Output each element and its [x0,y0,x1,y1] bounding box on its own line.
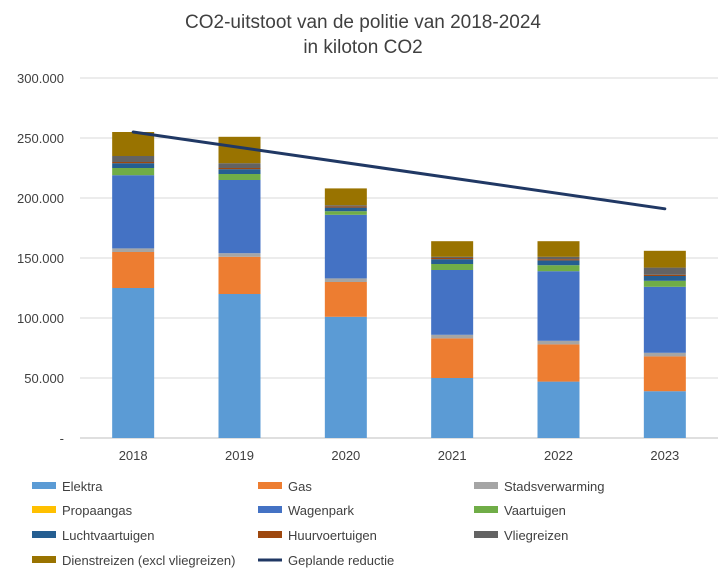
bar-segment [324,214,367,279]
bar-segment [643,391,686,438]
bar-segment [643,250,686,268]
bar-segment [537,259,580,261]
bar-segment [537,241,580,257]
bar-segment [112,156,155,162]
bar-segment [218,294,261,438]
planned-reduction-line [131,130,667,211]
bar-segment [431,270,474,335]
bar-segment [431,258,474,260]
chart-title-line-2: in kiloton CO2 [303,37,422,58]
legend-label: Elektra [62,479,103,494]
legend-swatch [474,531,498,538]
legend-label: Gas [288,479,312,494]
bar-segment [643,356,686,392]
bar-segment [112,252,155,288]
legend-label: Luchtvaartuigen [62,528,155,543]
bar-segment [643,352,686,357]
bar-segment [431,334,474,339]
bar-segment [324,278,367,282]
bar-segment [218,168,261,170]
chart-title-line-1: CO2-uitstoot van de politie van 2018-202… [185,12,541,33]
bar-segment [218,174,261,180]
bar-segment [324,211,367,215]
bar-segment [324,282,367,317]
x-tick-label: 2023 [650,448,679,463]
bar-segment [112,175,155,249]
bar-segment [431,241,474,257]
legend-label: Huurvoertuigen [288,528,377,543]
x-tick-label: 2021 [438,448,467,463]
bar-segment [112,163,155,168]
legend-swatch [258,482,282,489]
bar-segment [431,264,474,270]
legend-label: Vliegreizen [504,528,568,543]
bar-segment [537,265,580,272]
bar-segment [537,260,580,266]
bar-segment [218,169,261,174]
bar-segment [537,340,580,345]
x-tick-label: 2022 [544,448,573,463]
y-tick-label: 200.000 [17,191,64,206]
bar-segment [643,274,686,276]
bar-segment [537,344,580,382]
bar-segment [112,132,155,156]
legend-swatch [32,556,56,563]
bar-segment [112,288,155,438]
legend-label: Dienstreizen (excl vliegreizen) [62,553,235,568]
bar-segment [324,316,367,438]
bar-segment [112,168,155,176]
bar-segment [112,162,155,164]
bar-segment [324,205,367,207]
bar-segment [324,207,367,212]
legend-label: Wagenpark [288,503,354,518]
bar-segment [643,276,686,281]
bar-segment [431,259,474,264]
bar-segment [324,206,367,208]
bar-segment [643,286,686,353]
legend-swatch [474,506,498,513]
y-tick-label: 150.000 [17,251,64,266]
y-tick-label: 300.000 [17,71,64,86]
x-axis-ticks: 2018 2019 2020 2021 2022 2023 [119,448,680,463]
y-tick-label: 250.000 [17,131,64,146]
bar-segment [218,180,261,254]
legend-swatch [258,506,282,513]
stacked-bars [112,132,686,438]
planned-reduction-series [131,130,667,211]
legend-swatch [32,531,56,538]
legend-label: Vaartuigen [504,503,566,518]
y-tick-label: 50.000 [24,371,64,386]
bar-segment [643,267,686,275]
bar-segment [218,163,261,168]
legend-swatch [258,531,282,538]
x-tick-label: 2019 [225,448,254,463]
bar-segment [537,271,580,341]
bar-segment [218,256,261,294]
bar-segment [643,280,686,287]
x-tick-label: 2018 [119,448,148,463]
gridlines [80,77,718,439]
bar-segment [431,378,474,438]
bar-segment [324,188,367,206]
bar-segment [537,256,580,260]
legend-label: Stadsverwarming [504,479,604,494]
bar-segment [431,256,474,258]
bar-segment [112,248,155,252]
y-axis-ticks: - 50.000 100.000 150.000 200.000 250.000 300.0… [17,71,64,446]
legend-swatch [32,506,56,513]
y-tick-label: 100.000 [17,311,64,326]
legend-swatch [474,482,498,489]
bar-segment [537,381,580,438]
bar-segment [431,338,474,378]
legend-swatch [32,482,56,489]
bar-segment [218,253,261,257]
y-tick-label: - [60,431,64,446]
legend-label: Propaangas [62,503,133,518]
legend-label: Geplande reductie [288,553,394,568]
legend: Elektra Gas Stadsverwarming Propaangas Wagen… [32,479,604,568]
x-tick-label: 2020 [331,448,360,463]
